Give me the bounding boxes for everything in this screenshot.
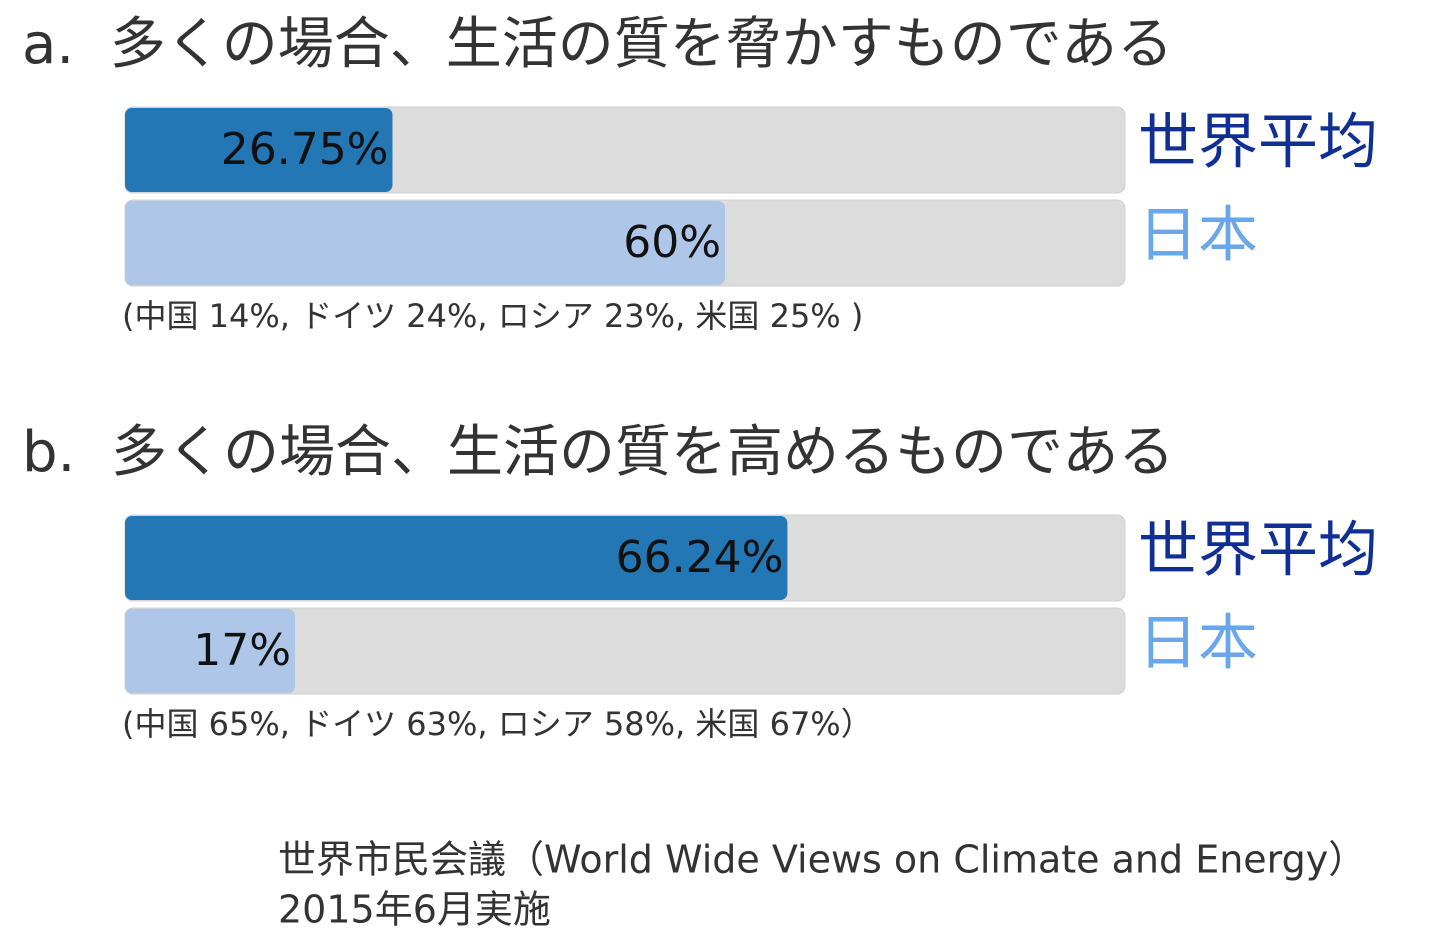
bar	[125, 516, 788, 600]
bar	[125, 201, 725, 285]
section-title: b. 多くの場合、生活の質を高めるものである	[22, 420, 1174, 485]
source-line: 世界市民会議（World Wide Views on Climate and E…	[278, 838, 1366, 882]
value-label: 60%	[623, 217, 721, 268]
note: (中国 65%, ドイツ 63%, ロシア 58%, 米国 67%）	[122, 705, 873, 743]
section-title: a. 多くの場合、生活の質を脅かすものである	[22, 12, 1173, 77]
value-label: 26.75%	[221, 124, 389, 175]
bar	[125, 108, 393, 192]
category-label: 日本	[1138, 201, 1258, 271]
value-label: 66.24%	[616, 532, 784, 583]
category-label: 世界平均	[1138, 516, 1378, 586]
value-label: 17%	[193, 625, 291, 676]
category-label: 世界平均	[1138, 108, 1378, 178]
category-label: 日本	[1138, 609, 1258, 679]
source-line: 2015年6月実施	[278, 888, 551, 932]
bar	[125, 609, 295, 693]
note: (中国 14%, ドイツ 24%, ロシア 23%, 米国 25% )	[122, 297, 863, 335]
